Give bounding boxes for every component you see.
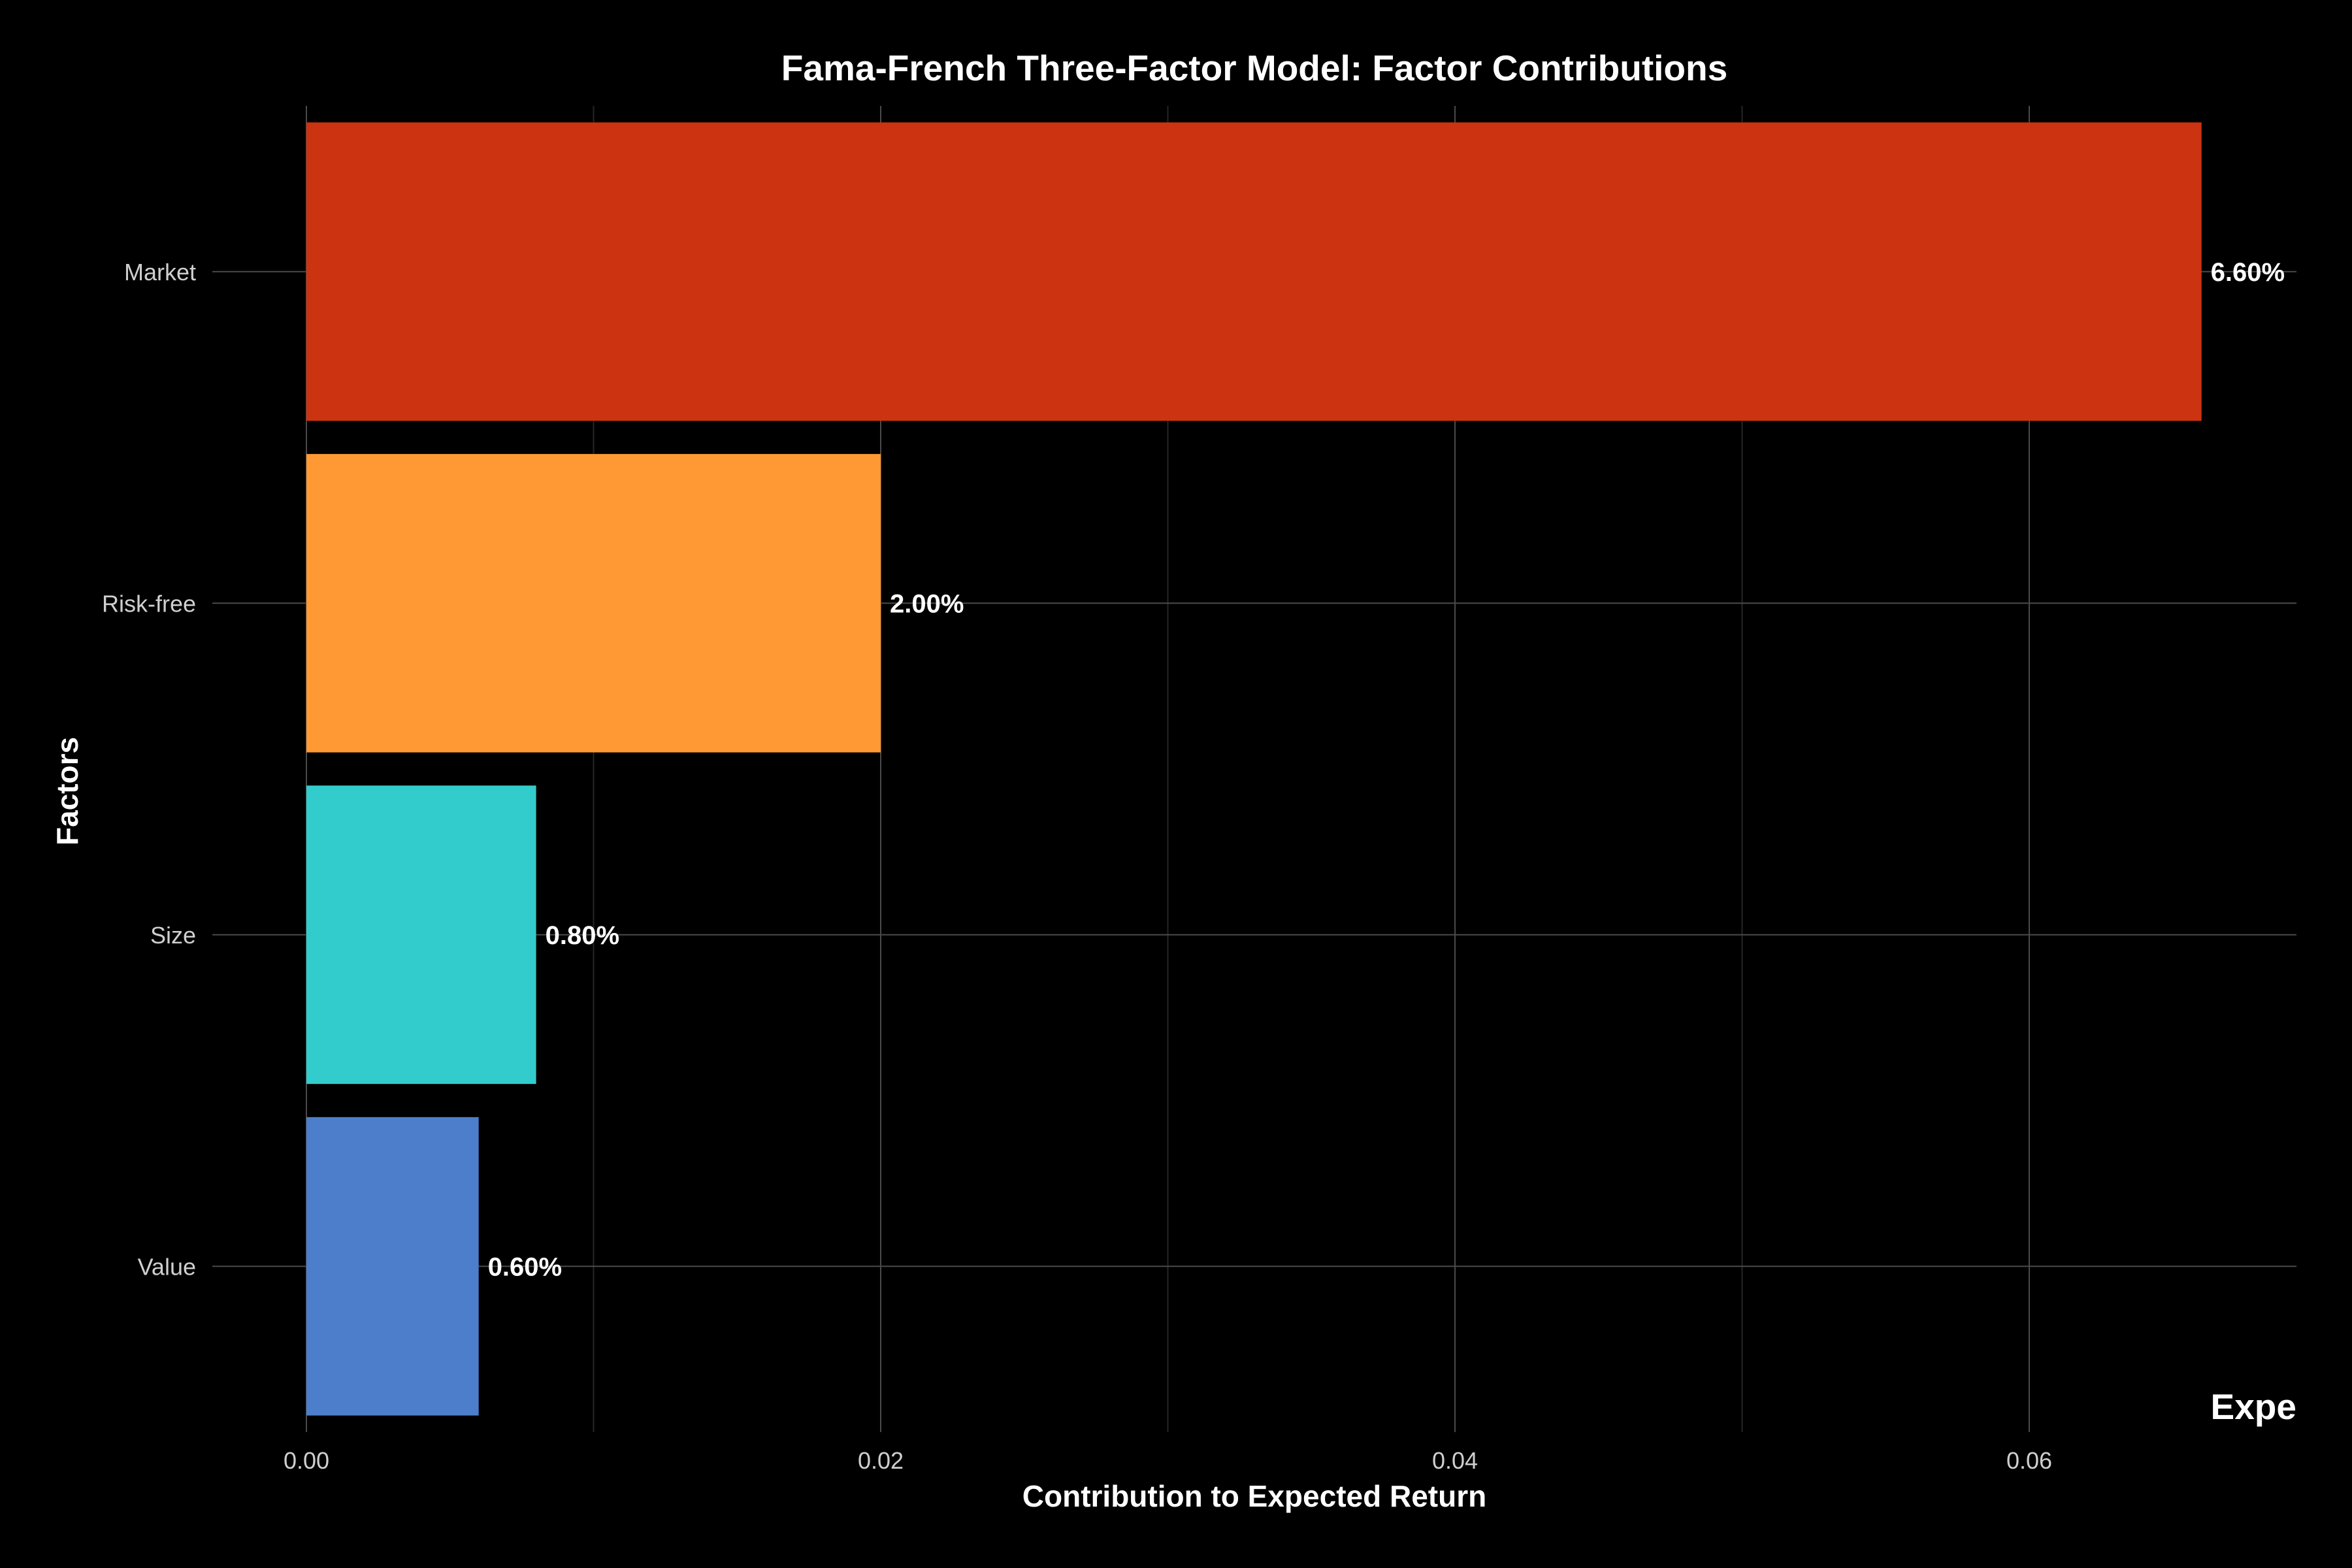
bar-size bbox=[306, 785, 536, 1085]
x-tick-label: 0.04 bbox=[1432, 1447, 1478, 1474]
bar-risk-free bbox=[306, 453, 881, 753]
x-tick-label: 0.06 bbox=[2006, 1447, 2052, 1474]
y-tick-label: Risk-free bbox=[102, 590, 196, 617]
labels: 0.00 0.02 0.04 0.06 Market 6.60% Risk-free 2.00… bbox=[102, 258, 2285, 1474]
y-axis-title: Factors bbox=[50, 737, 84, 845]
x-tick-label: 0.00 bbox=[284, 1447, 329, 1474]
y-tick-label: Market bbox=[124, 259, 196, 286]
bar-value-label: 6.60% bbox=[2211, 258, 2285, 287]
bar-value-label: 0.80% bbox=[546, 921, 619, 950]
bar-market bbox=[306, 122, 2202, 421]
bars bbox=[306, 122, 2202, 1416]
x-axis-title: Contribution to Expected Return bbox=[1022, 1479, 1486, 1513]
bar-value-label: 2.00% bbox=[890, 589, 964, 618]
x-tick-label: 0.02 bbox=[858, 1447, 904, 1474]
bar-value-label: 0.60% bbox=[488, 1252, 562, 1281]
chart-title: Fama-French Three-Factor Model: Factor C… bbox=[781, 48, 1727, 88]
truncated-corner-label: Expe bbox=[2211, 1386, 2296, 1427]
bar-value bbox=[306, 1117, 479, 1416]
y-tick-label: Size bbox=[150, 922, 196, 949]
y-tick-label: Value bbox=[138, 1253, 196, 1280]
